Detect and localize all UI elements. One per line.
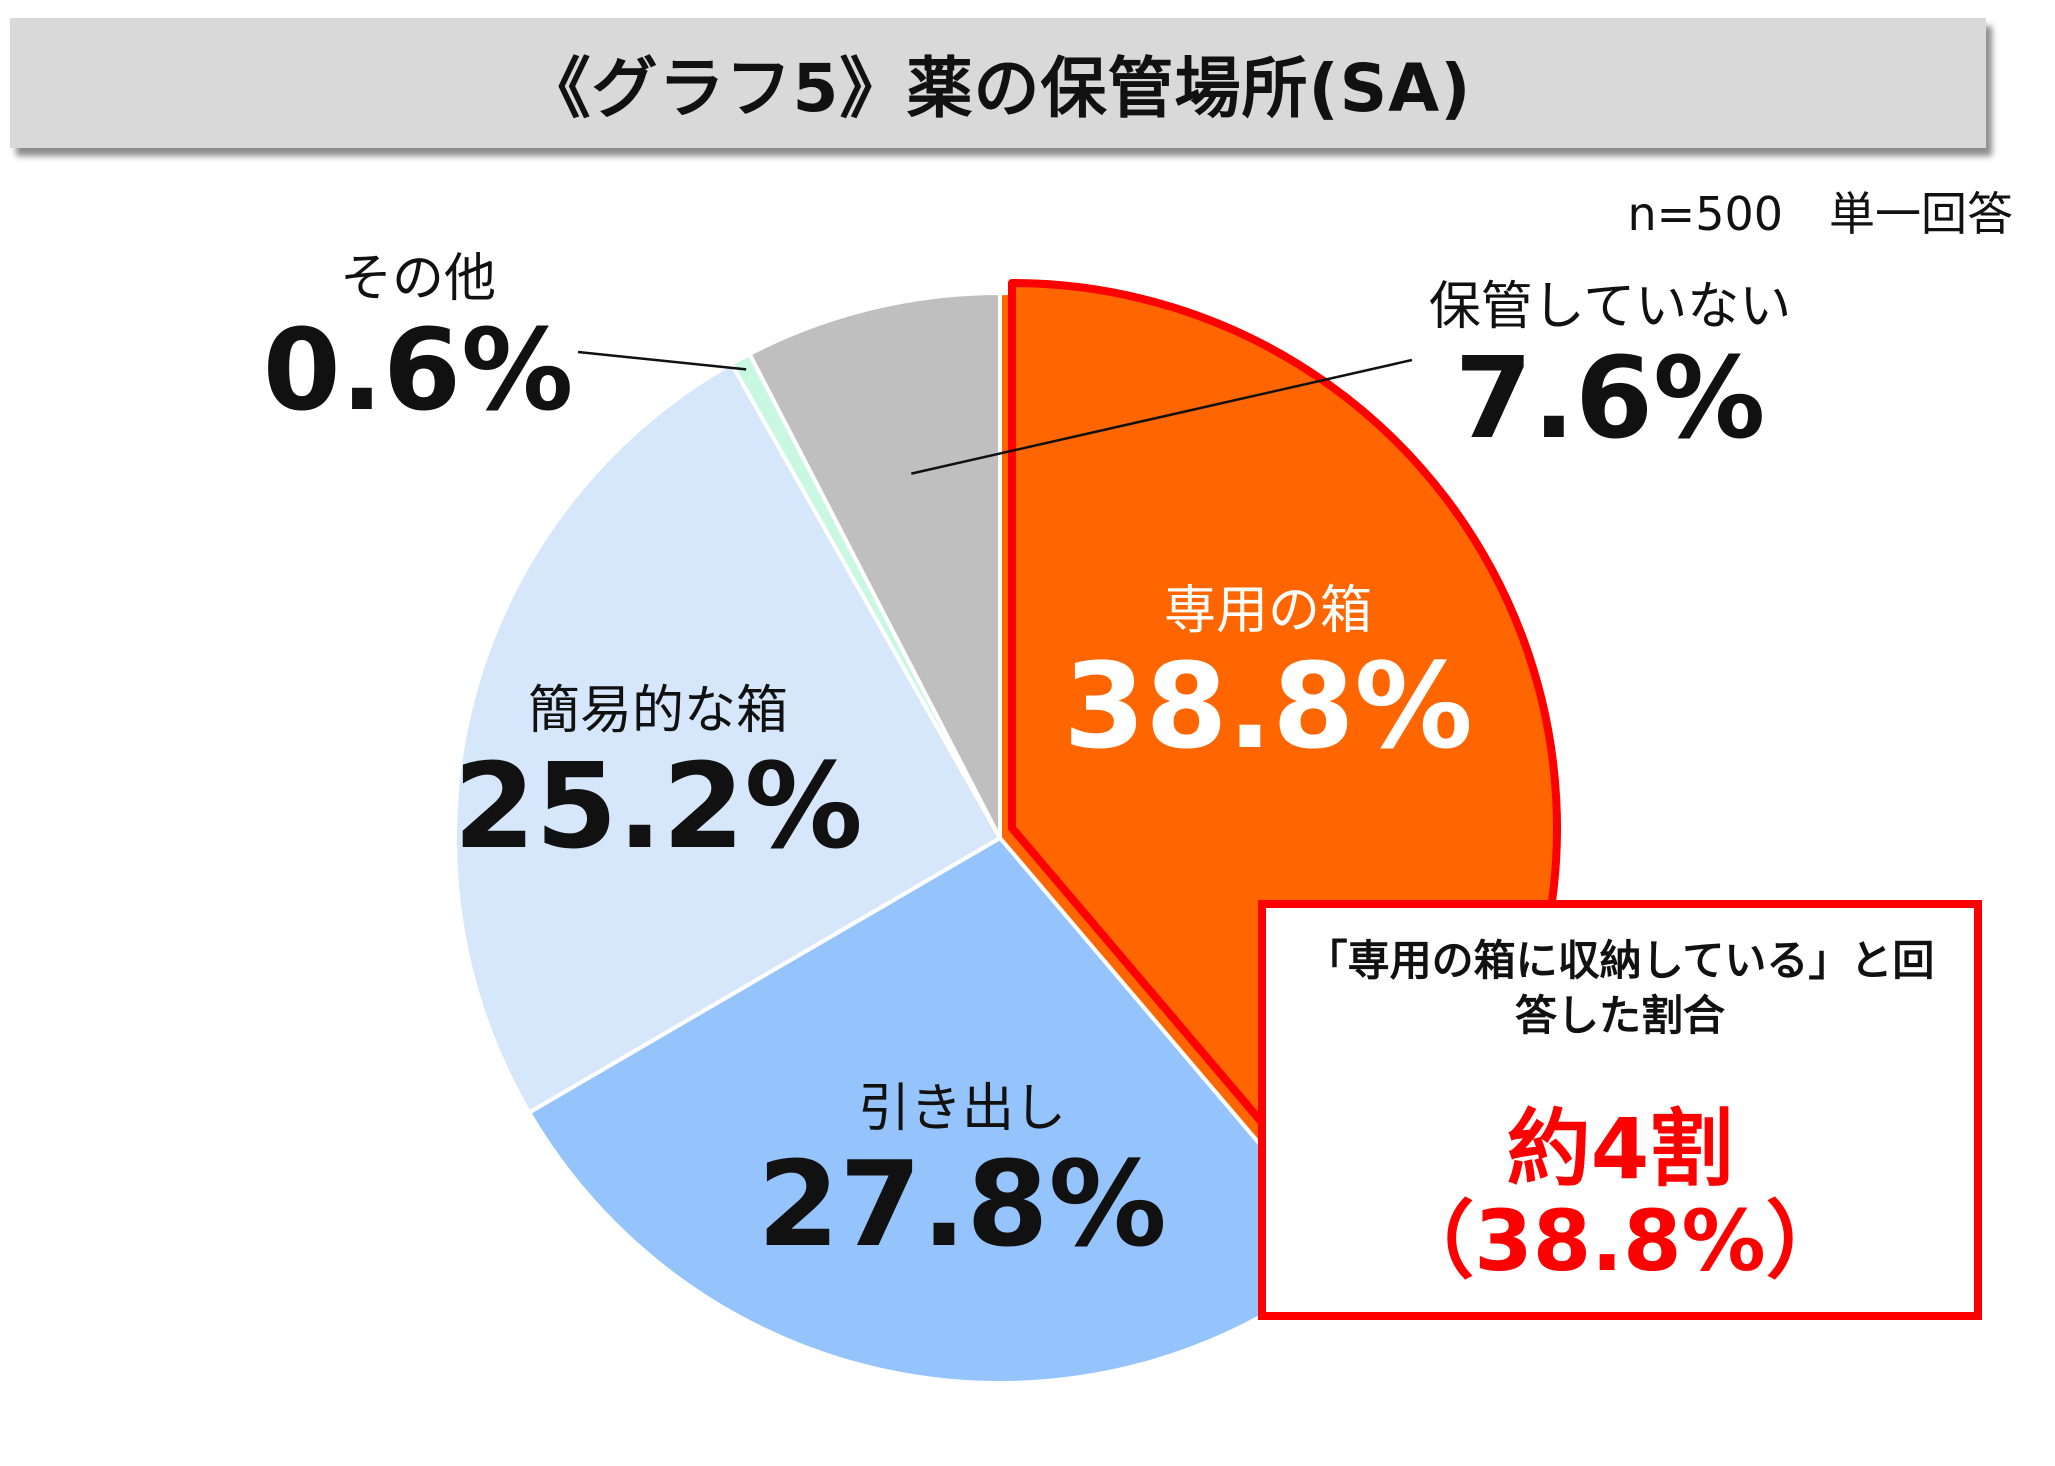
pie-slice-3 bbox=[453, 361, 1003, 1116]
label-value: 7.6% bbox=[1454, 333, 1766, 464]
label-sonota: その他 0.6% bbox=[262, 249, 574, 436]
chart-title: 《グラフ5》薬の保管場所(SA) bbox=[524, 50, 1472, 127]
leader-line bbox=[577, 350, 747, 371]
label-category: 専用の箱 bbox=[1163, 581, 1372, 641]
callout-big: 約4割 bbox=[1506, 1100, 1734, 1199]
label-hokan-shiteinai: 保管していない 7.6% bbox=[1428, 277, 1792, 464]
label-category: 引き出し bbox=[857, 1079, 1066, 1139]
label-category: その他 bbox=[339, 249, 496, 309]
callout-pct: （38.8%） bbox=[1390, 1192, 1850, 1291]
label-value: 0.6% bbox=[262, 305, 574, 436]
callout-text: 「専用の箱に収納している」と回答した割合 bbox=[1305, 936, 1935, 1040]
label-senyou-no-hako: 専用の箱 38.8% bbox=[1063, 581, 1473, 775]
title-bar: 《グラフ5》薬の保管場所(SA) bbox=[10, 18, 1986, 148]
label-value: 27.8% bbox=[757, 1134, 1167, 1273]
sample-note: n=500 単一回答 bbox=[1627, 187, 2014, 241]
label-category: 簡易的な箱 bbox=[527, 681, 788, 741]
leader-line bbox=[911, 358, 1413, 475]
label-hikidashi: 引き出し 27.8% bbox=[757, 1079, 1167, 1273]
label-value: 25.2% bbox=[453, 736, 863, 875]
label-category: 保管していない bbox=[1428, 277, 1792, 337]
label-value: 38.8% bbox=[1063, 636, 1473, 775]
label-kan-i-na-hako: 簡易的な箱 25.2% bbox=[453, 681, 863, 875]
pie-slice-5 bbox=[746, 290, 1002, 839]
pie-slice-2 bbox=[526, 835, 1356, 1385]
callout-box: 「専用の箱に収納している」と回答した割合 約4割 （38.8%） bbox=[1258, 900, 1982, 1320]
